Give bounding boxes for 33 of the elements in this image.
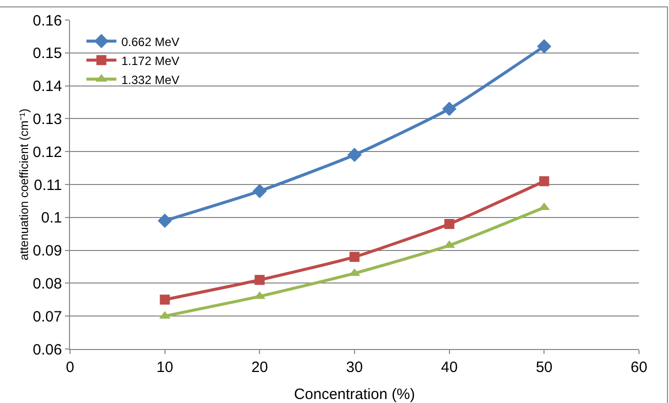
y-tick-label: 0.06 — [32, 341, 62, 358]
point — [158, 214, 172, 228]
point — [350, 252, 360, 262]
y-tick-label: 0.12 — [32, 144, 62, 161]
point — [537, 39, 552, 54]
x-axis-title: Concentration (%) — [294, 386, 415, 403]
point — [444, 218, 454, 229]
x-tick-label: 60 — [630, 359, 648, 376]
y-tick-label: 0.14 — [32, 78, 62, 96]
legend-label: 1.172 MeV — [121, 54, 180, 68]
y-tick-label: 0.15 — [32, 45, 62, 62]
y-tick-label: 0.13 — [32, 110, 62, 128]
x-tick-label: 40 — [440, 359, 458, 376]
x-tick-label: 50 — [536, 359, 553, 376]
legend-label: 1.332 MeV — [121, 72, 180, 87]
y-tick-label: 0.08 — [32, 275, 62, 292]
point — [539, 176, 550, 186]
x-tick-label: 20 — [251, 359, 268, 376]
y-tick-label: 0.09 — [32, 242, 62, 260]
point — [252, 184, 267, 198]
y-tick-label: 0.07 — [32, 308, 62, 326]
x-tick-label: 0 — [66, 359, 74, 376]
y-tick-label: 0.11 — [34, 176, 62, 194]
x-tick-label: 30 — [346, 359, 363, 376]
x-tick-label: 10 — [156, 359, 174, 376]
y-axis-title: attenuation coefficient (cm⁻¹) — [16, 108, 31, 260]
point — [254, 274, 265, 285]
legend-label: 0.662 MeV — [121, 34, 180, 49]
point — [160, 294, 170, 305]
point — [347, 148, 362, 162]
y-tick-label: 0.16 — [32, 12, 62, 30]
y-tick-label: 0.1 — [41, 210, 62, 227]
point — [442, 102, 456, 116]
